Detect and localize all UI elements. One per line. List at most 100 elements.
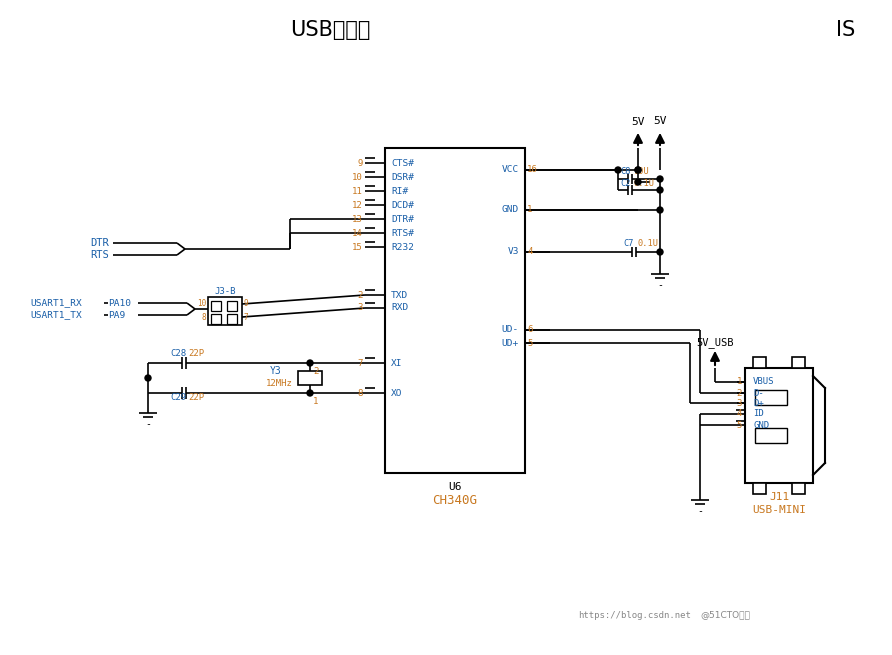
Text: 1: 1 (527, 206, 533, 214)
Bar (211, 301, 221, 311)
Text: D-: D- (753, 388, 764, 398)
Text: -: - (145, 419, 151, 429)
Circle shape (307, 390, 313, 396)
Text: RTS#: RTS# (391, 229, 414, 238)
Text: IS: IS (836, 20, 855, 40)
Text: https://blog.csdn.net: https://blog.csdn.net (578, 610, 691, 620)
Text: RXD: RXD (391, 303, 409, 312)
Circle shape (635, 179, 641, 185)
Circle shape (635, 167, 641, 173)
Text: @51CTO博客: @51CTO博客 (700, 610, 750, 620)
Bar (792, 483, 805, 494)
Text: R232: R232 (391, 242, 414, 252)
Text: UD+: UD+ (501, 339, 519, 348)
Text: DTR#: DTR# (391, 214, 414, 223)
Text: 11: 11 (352, 187, 363, 195)
Text: 1: 1 (313, 396, 318, 405)
Text: -: - (657, 280, 663, 290)
Bar (385, 148, 525, 473)
Text: 3: 3 (737, 398, 742, 407)
Bar (755, 428, 787, 443)
Text: 6: 6 (527, 326, 533, 335)
Text: 22P: 22P (188, 394, 204, 403)
Text: XI: XI (391, 358, 402, 367)
Text: 5V: 5V (653, 116, 666, 126)
Text: VCC: VCC (501, 166, 519, 174)
Text: 7: 7 (243, 312, 248, 322)
Text: PA10: PA10 (108, 299, 131, 307)
Text: J3-B: J3-B (214, 286, 235, 295)
Text: 2: 2 (737, 388, 742, 398)
Circle shape (145, 375, 151, 381)
Text: U6: U6 (449, 482, 462, 492)
Text: 8: 8 (202, 312, 206, 322)
Text: J11: J11 (769, 492, 789, 502)
Text: 2: 2 (358, 291, 363, 299)
Bar (792, 357, 805, 368)
Bar (753, 357, 766, 368)
Text: 8: 8 (358, 388, 363, 398)
Text: C7: C7 (623, 240, 633, 248)
Text: USART1_TX: USART1_TX (30, 310, 82, 320)
Text: 16: 16 (527, 166, 538, 174)
Text: GND: GND (753, 421, 769, 430)
Circle shape (657, 207, 663, 213)
Text: 1: 1 (737, 377, 742, 386)
Text: 22P: 22P (188, 350, 204, 358)
Text: 0.1U: 0.1U (634, 179, 655, 187)
Text: RTS: RTS (90, 250, 109, 260)
Text: 10U: 10U (634, 168, 649, 176)
Circle shape (615, 167, 621, 173)
Bar (753, 483, 766, 494)
Bar (211, 314, 221, 324)
Text: GND: GND (501, 206, 519, 214)
Text: 2: 2 (313, 367, 318, 375)
Text: 4: 4 (527, 248, 533, 257)
Text: 12: 12 (352, 200, 363, 210)
Text: 4: 4 (737, 409, 742, 419)
Text: 5V: 5V (632, 117, 645, 127)
Text: ID: ID (753, 409, 764, 419)
Text: 15: 15 (352, 242, 363, 252)
Bar (745, 368, 813, 483)
Bar (227, 314, 237, 324)
Text: 5: 5 (527, 339, 533, 348)
Text: DCD#: DCD# (391, 200, 414, 210)
Text: D+: D+ (753, 398, 764, 407)
Bar (208, 297, 242, 325)
Text: 9: 9 (243, 299, 248, 309)
Text: 5V_USB: 5V_USB (697, 337, 734, 348)
Text: 12MHz: 12MHz (266, 379, 293, 388)
Bar (298, 371, 322, 385)
Circle shape (657, 249, 663, 255)
Text: PA9: PA9 (108, 310, 125, 320)
Text: C29: C29 (170, 394, 186, 403)
Text: 10: 10 (352, 172, 363, 181)
Text: DTR: DTR (90, 238, 109, 248)
Text: VBUS: VBUS (753, 377, 774, 386)
Text: 10: 10 (197, 299, 206, 309)
Text: Y3: Y3 (270, 366, 282, 376)
Text: 14: 14 (352, 229, 363, 238)
Text: 9: 9 (358, 159, 363, 168)
Text: TXD: TXD (391, 291, 409, 299)
Circle shape (657, 187, 663, 193)
Text: 5: 5 (737, 421, 742, 430)
Text: C8: C8 (620, 168, 631, 176)
Text: USB转串口: USB转串口 (290, 20, 370, 40)
Text: 7: 7 (358, 358, 363, 367)
Bar (227, 301, 237, 311)
Text: UD-: UD- (501, 326, 519, 335)
Text: 0.1U: 0.1U (638, 240, 659, 248)
Text: -: - (697, 506, 703, 516)
Bar (755, 390, 787, 405)
Text: 13: 13 (352, 214, 363, 223)
Text: CH340G: CH340G (433, 495, 477, 508)
Text: RI#: RI# (391, 187, 409, 195)
Text: DSR#: DSR# (391, 172, 414, 181)
Text: CTS#: CTS# (391, 159, 414, 168)
Text: V3: V3 (508, 248, 519, 257)
Circle shape (307, 360, 313, 366)
Text: C28: C28 (170, 350, 186, 358)
Text: USB-MINI: USB-MINI (752, 505, 806, 515)
